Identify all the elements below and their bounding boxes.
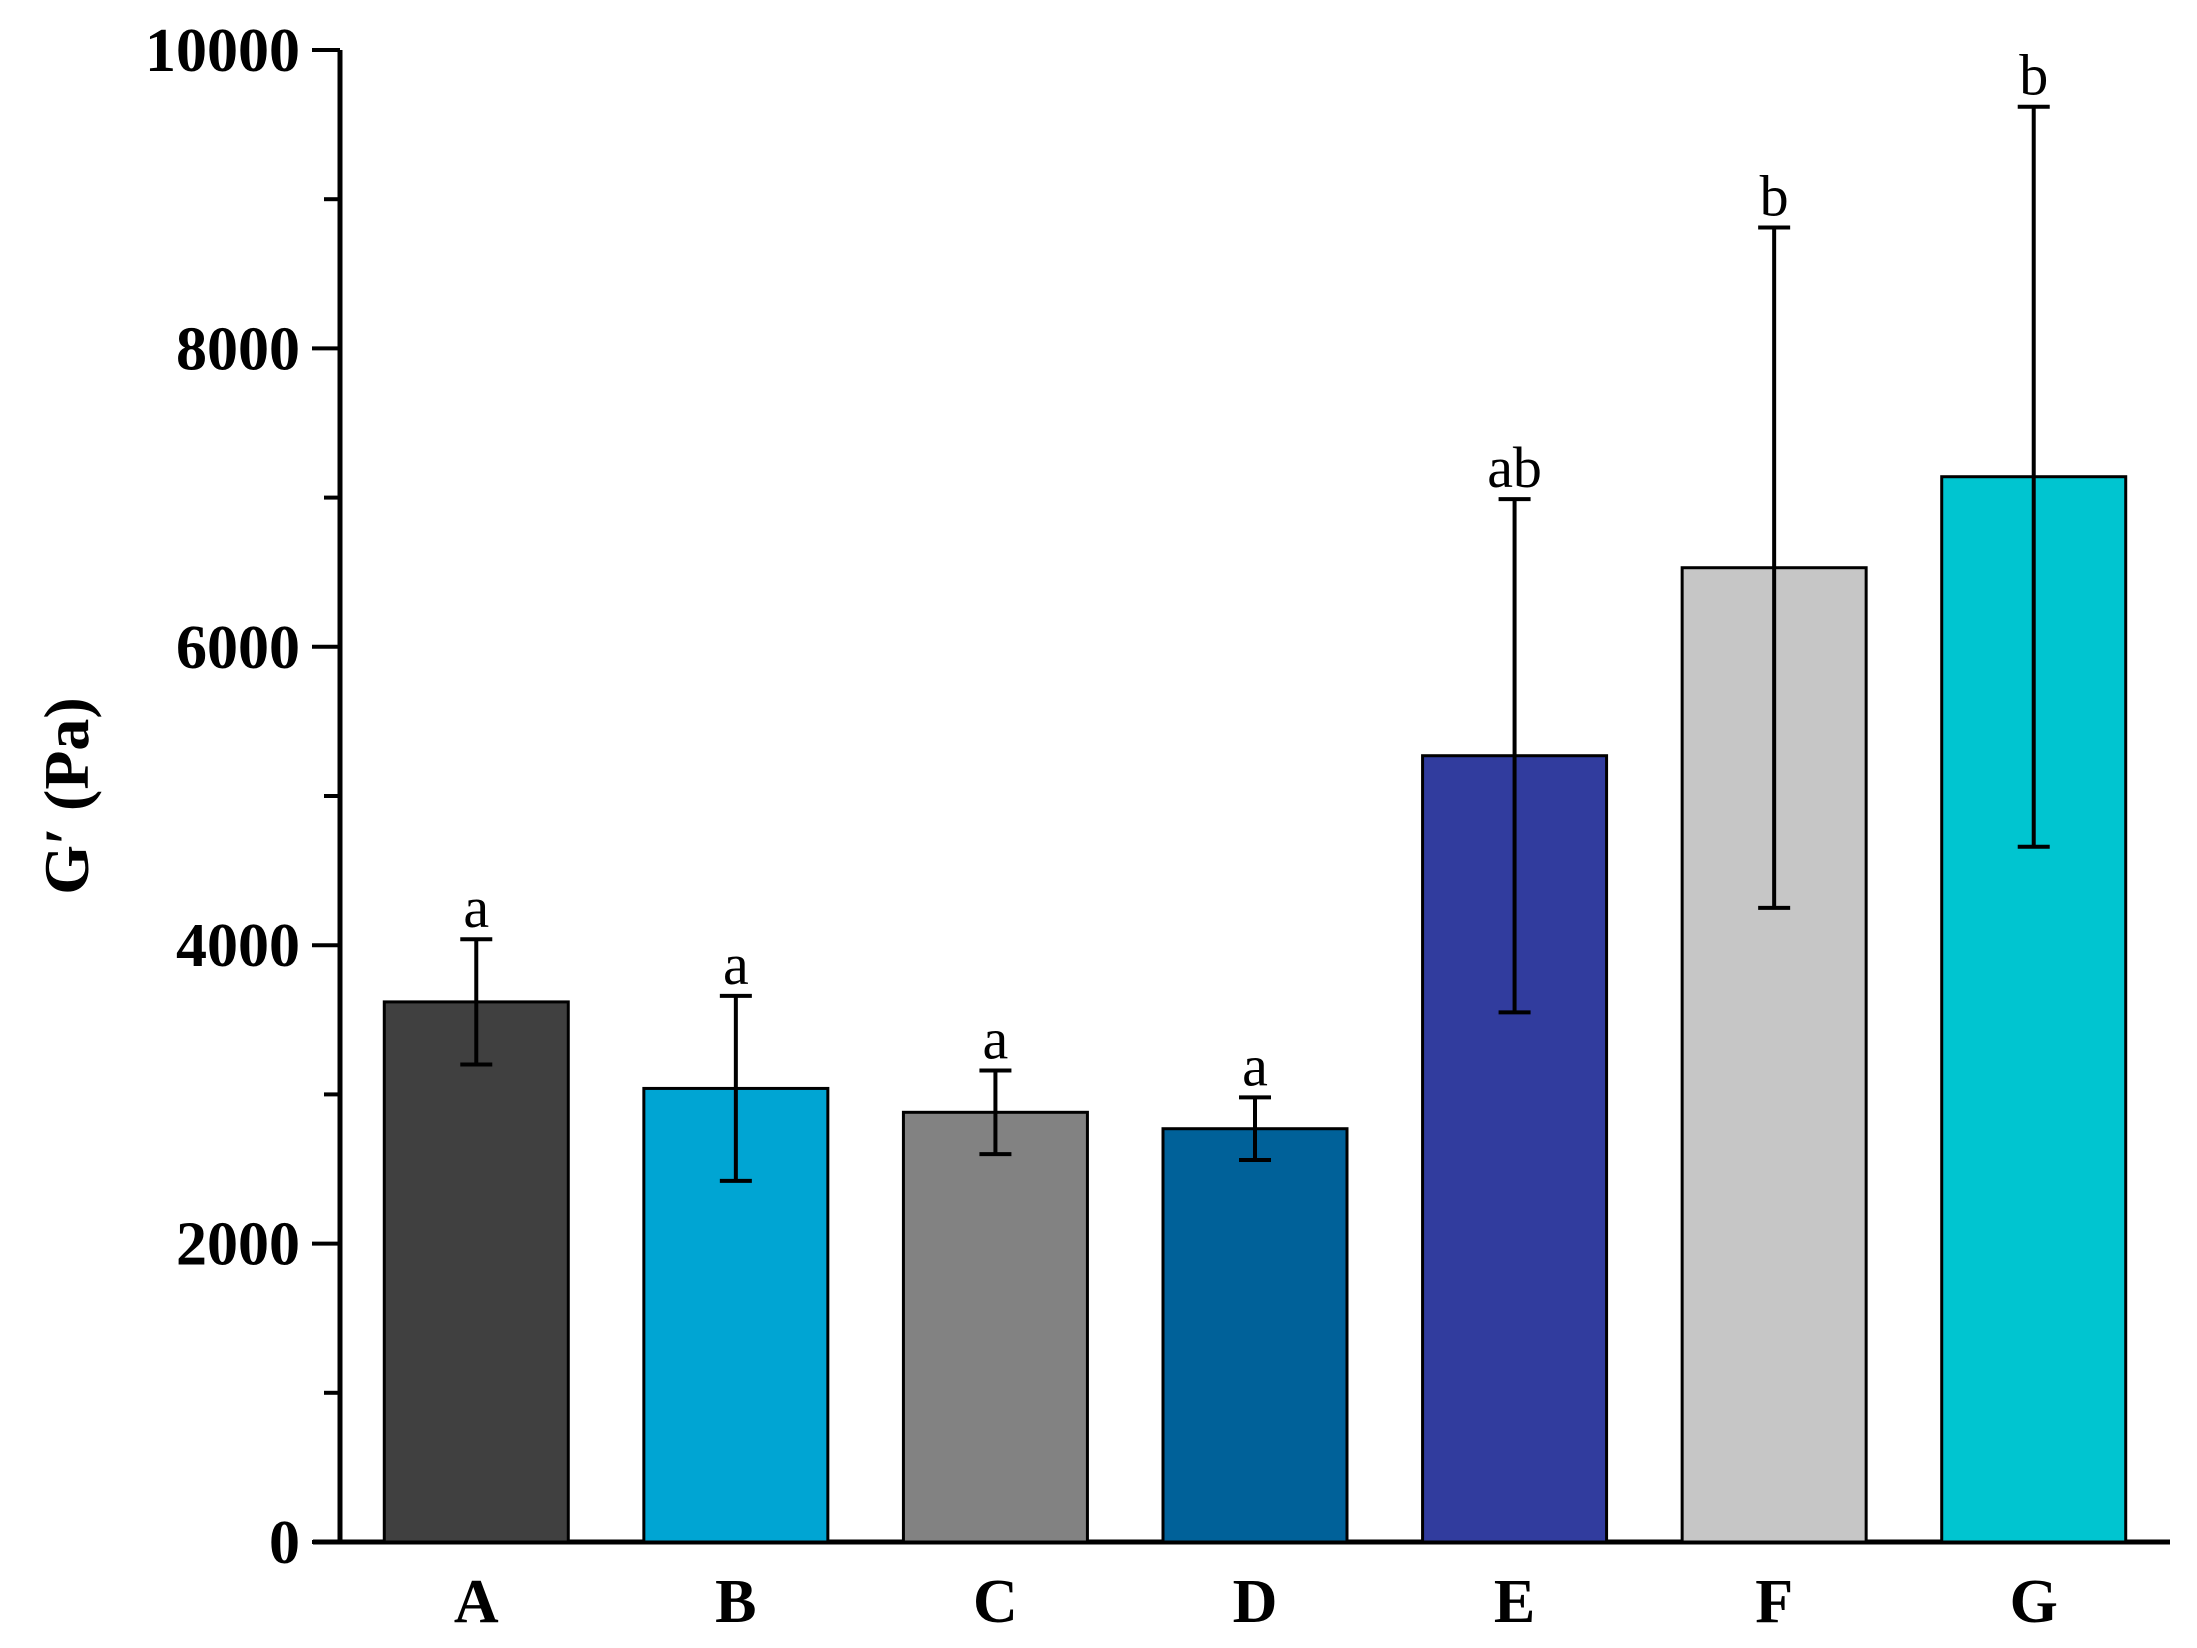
y-tick-label: 4000: [176, 912, 300, 980]
x-tick-label-D: D: [1233, 1568, 1278, 1636]
significance-label-B: a: [723, 932, 749, 997]
y-tick-label: 10000: [145, 17, 300, 85]
bars: a a a a ab b b: [382, 43, 2128, 1544]
bar-A: [382, 1000, 570, 1544]
significance-label-D: a: [1242, 1033, 1268, 1098]
significance-label-E: ab: [1487, 435, 1542, 500]
y-ticks: 0 2000 4000 6000 8000 10000: [145, 17, 340, 1577]
axes: 0 2000 4000 6000 8000 10000: [145, 17, 2170, 1577]
x-tick-label-C: C: [973, 1568, 1018, 1636]
y-tick-label: 0: [269, 1509, 300, 1577]
y-axis-title: G′ (Pa): [31, 697, 102, 895]
x-tick-label-A: A: [454, 1568, 499, 1636]
category-labels: A B C D E F G: [454, 1568, 2058, 1636]
significance-label-A: a: [463, 875, 489, 940]
bar-C: [901, 1110, 1089, 1544]
x-tick-label-B: B: [715, 1568, 756, 1636]
significance-label-G: b: [2019, 43, 2048, 108]
bar-D: [1161, 1127, 1349, 1544]
x-tick-label-F: F: [1755, 1568, 1793, 1636]
x-tick-label-E: E: [1494, 1568, 1535, 1636]
y-tick-label: 2000: [176, 1211, 300, 1279]
y-tick-label: 8000: [176, 315, 300, 383]
significance-label-F: b: [1760, 164, 1789, 229]
x-tick-label-G: G: [2010, 1568, 2058, 1636]
significance-label-C: a: [983, 1007, 1009, 1072]
y-tick-label: 6000: [176, 614, 300, 682]
